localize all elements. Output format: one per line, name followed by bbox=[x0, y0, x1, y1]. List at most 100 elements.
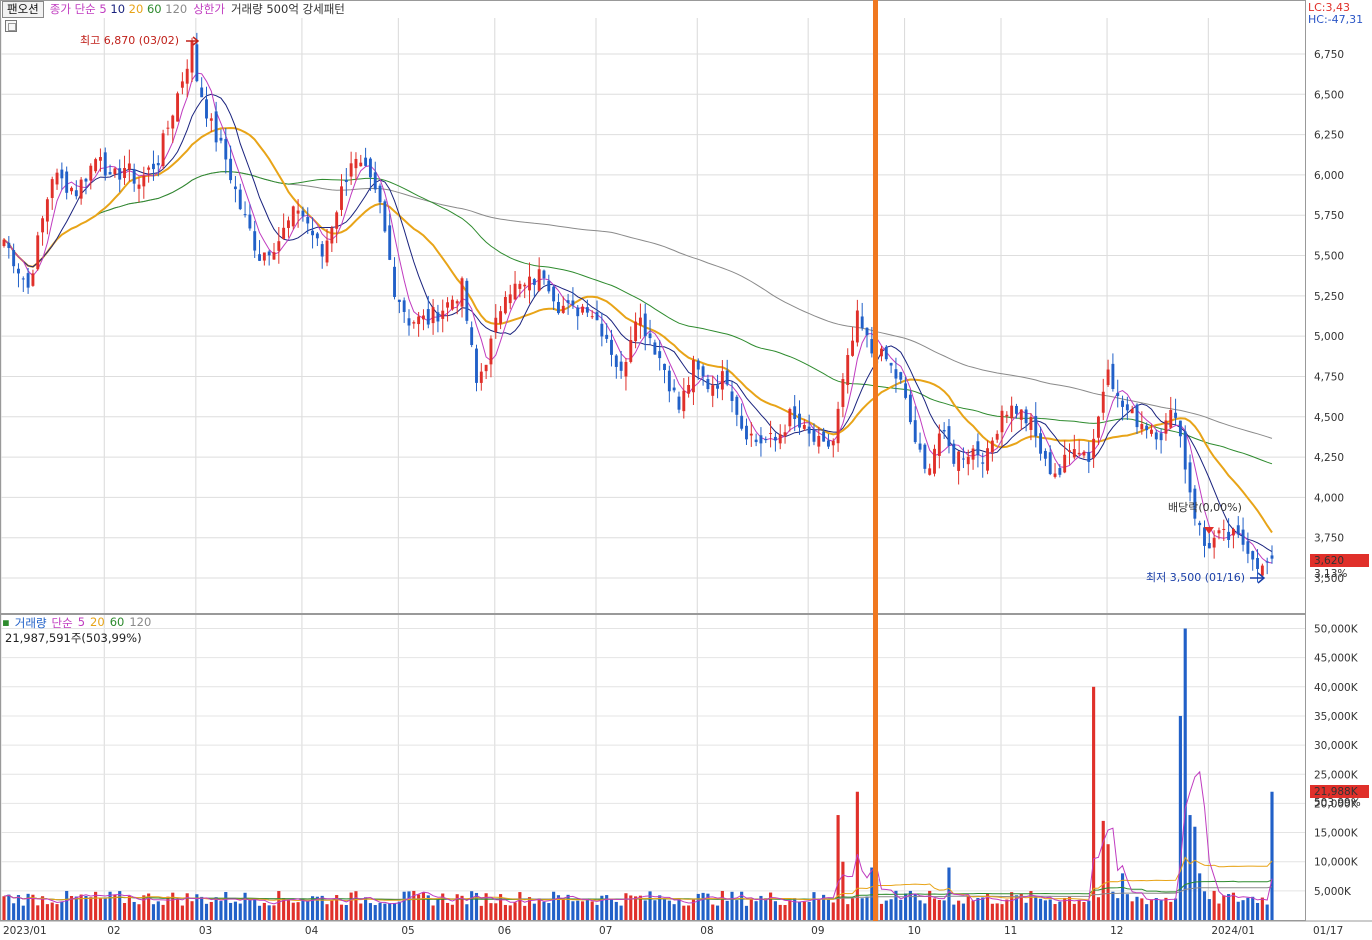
candle-body bbox=[479, 371, 483, 383]
candles bbox=[2, 32, 1274, 583]
candle-body bbox=[233, 186, 237, 190]
candle-body bbox=[720, 371, 724, 390]
volume-bar bbox=[484, 893, 488, 920]
volume-bar bbox=[31, 894, 35, 920]
candle-body bbox=[171, 115, 175, 129]
volume-bar bbox=[310, 896, 315, 920]
volume-bar bbox=[1159, 900, 1163, 920]
candle-body bbox=[407, 318, 411, 326]
candle-body bbox=[889, 362, 893, 366]
volume-bar bbox=[224, 892, 228, 920]
candle-body bbox=[986, 448, 989, 471]
candle-body bbox=[894, 369, 898, 379]
volume-bar bbox=[648, 891, 652, 920]
volume-bar bbox=[204, 903, 209, 920]
candle-body bbox=[296, 210, 300, 214]
date-tick-label: 02 bbox=[107, 925, 120, 937]
candle-body bbox=[846, 355, 850, 386]
volume-bar bbox=[725, 900, 729, 920]
volume-pattern-legend: 거래량 500억 강세패턴 bbox=[230, 2, 345, 16]
volume-bar bbox=[672, 904, 676, 920]
candle-body bbox=[205, 99, 208, 119]
candle-body bbox=[262, 252, 266, 261]
volume-bar bbox=[489, 903, 493, 920]
candle-body bbox=[595, 312, 599, 321]
price-tick-label: 6,500 bbox=[1314, 89, 1344, 101]
volume-bar bbox=[715, 905, 720, 920]
volume-bar bbox=[214, 897, 218, 920]
volume-bar bbox=[571, 901, 575, 920]
volume-bar bbox=[1246, 897, 1250, 920]
volume-bar bbox=[248, 899, 252, 920]
candle-body bbox=[494, 317, 498, 333]
candle-body bbox=[643, 313, 647, 337]
candle-body bbox=[1188, 462, 1192, 493]
vol-ma5-line bbox=[3, 770, 1273, 905]
volume-bar bbox=[1236, 901, 1240, 920]
volume-bar bbox=[1087, 900, 1091, 920]
candle-body bbox=[624, 361, 628, 377]
candle-body bbox=[687, 385, 691, 394]
chart-settings-icon[interactable] bbox=[5, 20, 17, 32]
volume-bar bbox=[190, 901, 194, 920]
volume-bar bbox=[450, 904, 454, 920]
vol-ma120-legend: 120 bbox=[129, 615, 152, 629]
candle-body bbox=[219, 137, 223, 141]
volume-bar bbox=[735, 900, 739, 920]
volume-legend-bullet: ▪ bbox=[2, 615, 10, 629]
candle-body bbox=[1072, 449, 1076, 458]
candle-body bbox=[185, 68, 189, 84]
date-tick-label: 2024/01 bbox=[1211, 925, 1255, 937]
candle-body bbox=[1000, 410, 1004, 433]
volume-bar bbox=[1005, 899, 1009, 920]
volume-bar bbox=[913, 893, 917, 920]
candle-body bbox=[918, 443, 922, 450]
volume-bar bbox=[889, 899, 893, 920]
volume-bar bbox=[1019, 894, 1023, 920]
candle-body bbox=[667, 370, 671, 392]
volume-bar bbox=[339, 904, 344, 920]
candle-body bbox=[793, 406, 797, 420]
volume-bar bbox=[426, 895, 430, 920]
ma120-line bbox=[3, 171, 1273, 439]
volume-bar bbox=[928, 890, 932, 920]
volume-bar bbox=[397, 901, 401, 920]
volume-bar bbox=[291, 902, 295, 920]
volume-bar bbox=[542, 901, 546, 920]
volume-bar bbox=[1255, 902, 1260, 920]
candle-body bbox=[397, 299, 401, 302]
volume-bar bbox=[547, 903, 551, 920]
candle-body bbox=[528, 276, 531, 291]
volume-bar bbox=[89, 897, 93, 920]
candle-body bbox=[1164, 420, 1168, 434]
candle-body bbox=[287, 220, 290, 228]
candle-body bbox=[831, 440, 835, 446]
current-volume-change: 503,99% bbox=[1314, 797, 1361, 809]
candle-body bbox=[995, 433, 999, 440]
candle-body bbox=[542, 270, 546, 279]
volume-bar bbox=[373, 905, 377, 920]
volume-bar bbox=[12, 903, 16, 920]
low-arrow-icon bbox=[1250, 572, 1266, 584]
volume-bar bbox=[971, 900, 975, 920]
candle-body bbox=[1154, 432, 1158, 440]
volume-bar bbox=[335, 895, 339, 920]
date-tick-label: 10 bbox=[908, 925, 921, 937]
volume-bar bbox=[1260, 897, 1264, 920]
candle-body bbox=[412, 322, 416, 324]
volume-bar bbox=[402, 891, 406, 920]
volume-bar bbox=[1067, 897, 1072, 920]
candle-body bbox=[508, 294, 512, 304]
volume-tick-label: 40,000K bbox=[1314, 682, 1359, 694]
stock-name-button[interactable]: 팬오션 bbox=[2, 0, 44, 18]
volume-bar bbox=[1251, 896, 1255, 920]
moving-average-lines bbox=[3, 72, 1273, 564]
volume-bar bbox=[1125, 894, 1129, 920]
volume-bar bbox=[7, 894, 11, 920]
candle-body bbox=[180, 81, 184, 88]
candle-body bbox=[470, 327, 474, 346]
ma60-line bbox=[3, 171, 1273, 465]
volume-bar bbox=[1145, 904, 1149, 920]
ma5-line bbox=[3, 72, 1273, 564]
